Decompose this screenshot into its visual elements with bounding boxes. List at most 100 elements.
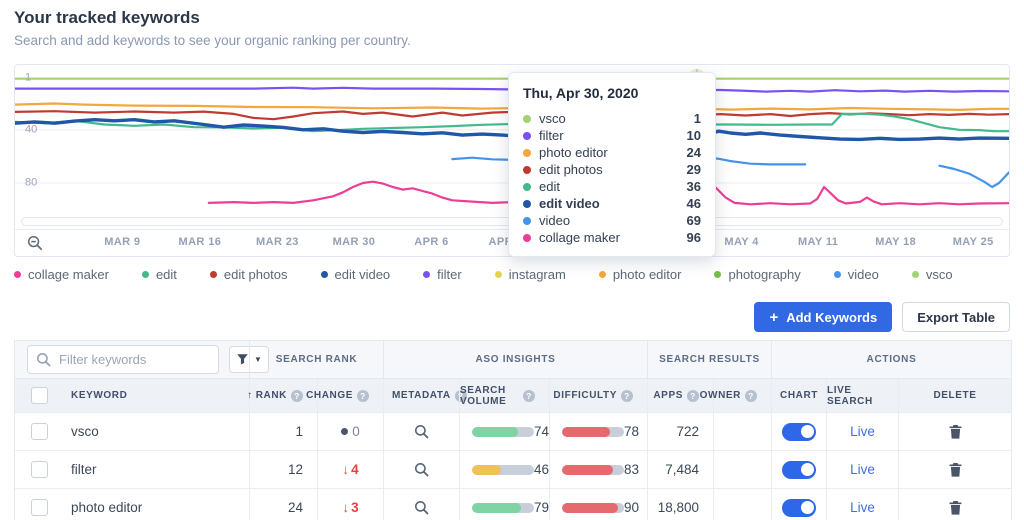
column-label: CHANGE [306,390,353,401]
live-search-link[interactable]: Live [850,424,875,439]
legend-item-vsco[interactable]: vsco [911,267,953,282]
help-icon[interactable]: ? [687,389,699,402]
column-label: OWNER [699,390,741,401]
x-axis-tick-label: MAY 25 [952,236,994,248]
difficulty-bar [562,426,624,437]
series-dot-icon [523,199,531,208]
arrow-down-icon: ↓ [342,462,350,477]
table-group-aso-insights: ASO INSIGHTS [383,341,647,378]
chart-toggle[interactable] [782,498,816,517]
legend-dot-icon [833,271,841,278]
difficulty-bar [562,464,624,475]
column-label: METADATA [392,390,451,401]
legend-item-instagram[interactable]: instagram [494,267,566,282]
legend-item-edit-photos[interactable]: edit photos [209,267,288,282]
tooltip-rank: 1 [693,111,701,126]
column-label: KEYWORD [71,390,128,401]
table-group-search-rank: SEARCH RANK [249,341,383,378]
series-dot-icon [523,182,531,191]
legend-item-photo-editor[interactable]: photo editor [598,267,681,282]
filter-button[interactable]: ▼ [229,346,269,373]
chevron-down-icon: ▼ [254,355,262,364]
table-row-vsco: vsco 1 0 74 78 722 Live [15,412,1011,450]
legend-item-edit[interactable]: edit [141,267,177,282]
filter-keywords-input[interactable] [57,351,210,368]
column-header-difficulty: DIFFICULTY? [549,379,647,412]
delete-button[interactable] [947,499,964,516]
series-dot-icon [523,216,531,225]
group-label: ASO INSIGHTS [475,354,556,365]
search-volume-bar [472,502,534,513]
sort-asc-icon: ↑ [247,390,253,401]
table-group-search-results: SEARCH RESULTS [647,341,771,378]
tooltip-date: Thu, Apr 30, 2020 [523,85,639,101]
row-checkbox[interactable] [31,423,48,440]
legend-dot-icon [911,271,919,278]
difficulty-bar [562,502,624,513]
column-label: RANK [255,390,287,401]
tooltip-keyword: vsco [539,111,566,126]
search-volume-bar [472,464,534,475]
tooltip-keyword: collage maker [539,230,620,245]
metadata-search-icon[interactable] [414,424,429,439]
legend-item-collage-maker[interactable]: collage maker [14,267,109,282]
delete-button[interactable] [947,461,964,478]
help-icon[interactable]: ? [621,389,633,402]
row-checkbox[interactable] [31,499,48,516]
series-dot-icon [523,131,531,140]
table-row-photo-editor: photo editor 24 ↓ 3 79 90 18,800 Live [15,488,1011,520]
column-header-keyword: KEYWORD [63,379,249,412]
legend-label: edit video [334,267,391,282]
legend-item-filter[interactable]: filter [423,267,462,282]
difficulty-value: 90 [624,500,640,515]
help-icon[interactable]: ? [745,389,757,402]
help-icon[interactable]: ? [523,389,535,402]
legend-label: collage maker [28,267,109,282]
tooltip-rank: 36 [686,179,701,194]
tooltip-keyword: video [539,213,571,228]
tooltip-row: edit photos 29 [523,161,701,178]
legend-label: photography [728,267,801,282]
keyword-name: filter [71,462,97,477]
select-all-checkbox[interactable] [31,387,48,404]
column-label: SEARCH VOLUME [460,384,507,407]
live-search-link[interactable]: Live [850,500,875,515]
legend-item-video[interactable]: video [833,267,879,282]
tooltip-row: filter 10 [523,127,701,144]
group-label: ACTIONS [866,354,917,365]
difficulty-value: 83 [624,462,640,477]
add-keywords-label: Add Keywords [786,309,878,325]
legend-dot-icon [494,271,502,278]
x-axis-tick-label: MAR 9 [104,236,141,248]
legend-item-photography[interactable]: photography [714,267,801,282]
tooltip-rank: 46 [686,196,701,211]
table-toolbar: + Add Keywords Export Table [14,302,1010,332]
apps-count: 18,800 [657,500,699,515]
x-axis-tick-label: MAR 16 [178,236,222,248]
arrow-down-icon: ↓ [342,500,350,515]
legend-label: vsco [925,267,953,282]
help-icon[interactable]: ? [357,389,369,402]
legend-item-edit-video[interactable]: edit video [320,267,391,282]
column-label: LIVE SEARCH [827,384,873,407]
chart-toggle[interactable] [782,460,816,479]
column-header-metadata: METADATA? [383,379,467,412]
table-filter-area: ▼ [15,341,269,378]
delete-button[interactable] [947,423,964,440]
add-keywords-button[interactable]: + Add Keywords [754,302,893,332]
help-icon[interactable]: ? [291,389,303,402]
rank-chart-plot[interactable]: 1 40 80 Thu, Apr 30, 2020 vsco 1 filter 10 pho… [15,65,1009,257]
table-row-filter: filter 12 ↓ 4 46 83 7,484 Live [15,450,1011,488]
zoom-out-icon[interactable] [27,235,43,251]
live-search-link[interactable]: Live [850,462,875,477]
column-header-rank[interactable]: ↑ RANK? [247,379,317,412]
export-table-button[interactable]: Export Table [902,302,1010,332]
legend-dot-icon [320,271,328,278]
metadata-search-icon[interactable] [414,462,429,477]
row-checkbox[interactable] [31,461,48,478]
metadata-search-icon[interactable] [414,500,429,515]
column-header-chart: CHART [771,379,826,412]
tooltip-row: edit 36 [523,178,701,195]
help-icon[interactable]: ? [454,389,467,402]
chart-toggle[interactable] [782,422,816,441]
